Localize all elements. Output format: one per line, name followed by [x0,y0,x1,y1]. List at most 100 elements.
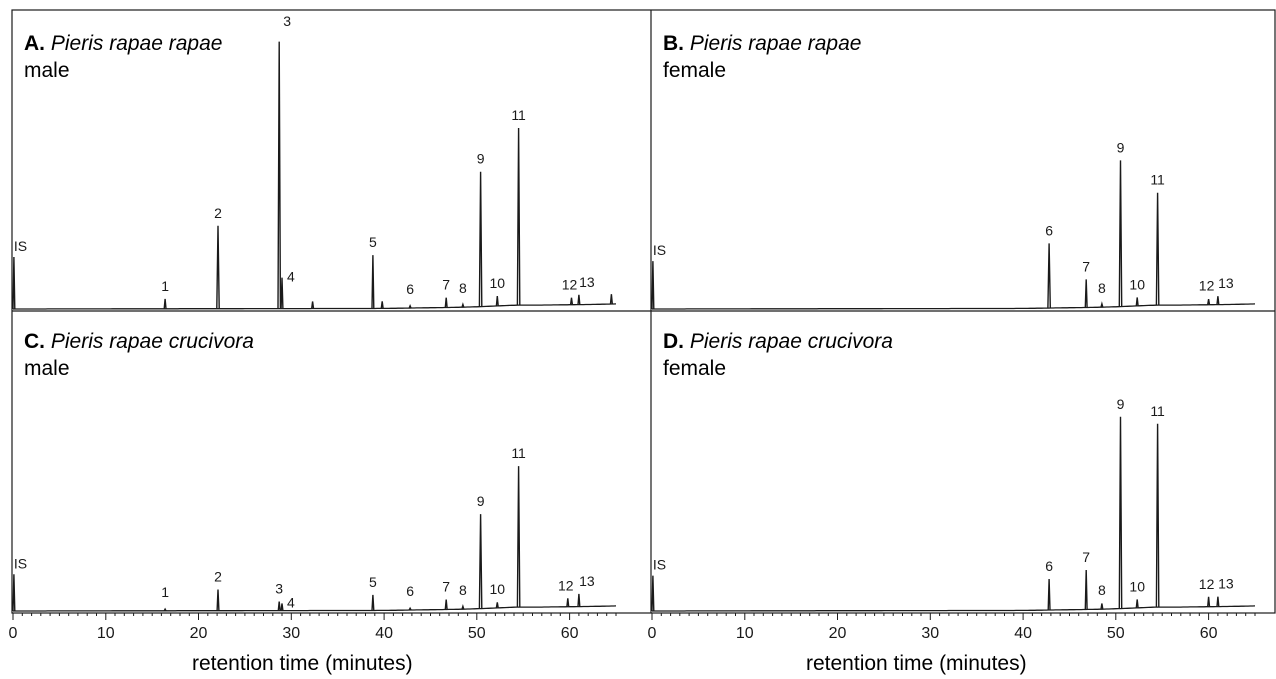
x-tick-label: 0 [648,625,657,642]
panel-c-sex: male [24,357,70,380]
x-axis-layer: 0 10 20 30 40 50 60 0 10 20 30 40 50 60 [9,613,1256,642]
svg-text:B. Pieris rapae rapae: B. Pieris rapae rapae [663,32,861,55]
panel-d-peak [1047,578,1051,611]
panel-b-peak-label: 13 [1218,275,1234,291]
panel-a-peak-label: 9 [477,151,485,167]
panel-b-peak-label: 7 [1082,258,1090,274]
panel-a-peak-label: 12 [562,277,578,293]
panel-c-peak [371,594,375,611]
panel-d-peak [1207,596,1211,607]
panel-c-peak [566,598,570,607]
panel-c-peak [12,574,16,612]
panel-a-peak-label: 11 [511,107,526,123]
panel-d-peak-label: 13 [1218,576,1234,592]
panel-b-title: B. Pieris rapae rapae female [663,32,861,82]
x-tick-label: 60 [561,625,579,642]
svg-text:D. Pieris rapae crucivora: D. Pieris rapae crucivora [663,330,893,353]
panel-a-peak [609,294,613,305]
panel-a-peak-label: 4 [287,269,295,285]
x-tick-label: 10 [736,625,754,642]
panel-a-peak-label: 3 [283,13,291,29]
panel-a-peak [380,301,384,309]
x-tick-label: 40 [375,625,393,642]
x-axis-title-left: retention time (minutes) [192,652,413,675]
panel-a-peak [163,298,167,309]
panel-b-peak [1084,279,1088,308]
panel-b-species: Pieris rapae rapae [690,32,862,55]
panel-d-peak-label: 11 [1150,403,1165,419]
panel-c-peak-label: 7 [442,579,450,595]
panel-b-peak-label: IS [653,242,666,258]
panel-a-title: A. Pieris rapae rapae male [24,32,222,82]
panel-a-peak-label: 6 [406,281,414,297]
x-tick-label: 20 [829,625,847,642]
x-tick-label: 60 [1200,625,1218,642]
panel-c-peak [444,599,448,610]
panel-d-baseline [652,605,1256,612]
panel-a-peak [371,255,375,309]
svg-text:A. Pieris rapae rapae: A. Pieris rapae rapae [24,32,222,55]
panel-c-peak-label: 8 [459,582,467,598]
panel-d-peak-label: 6 [1045,558,1053,574]
x-axis-title-right: retention time (minutes) [806,652,1027,675]
panel-a-baseline [13,303,617,310]
panel-a-peak [495,296,499,306]
panel-d-letter: D. [663,330,684,353]
panel-a-peak-label: 5 [369,234,377,250]
panel-b-peak [1047,243,1051,309]
panel-c-title: C. Pieris rapae crucivora male [24,330,254,380]
panel-b-peak [651,261,655,310]
panel-c-peak-label: 10 [490,581,506,597]
panel-d-peak-label: 12 [1199,576,1215,592]
panel-d-peak [1118,416,1123,609]
panel-d-peak [1216,596,1220,607]
panel-d-peak [1135,599,1139,608]
panel-c-peak [163,607,167,612]
panel-b-peak [1207,298,1211,305]
panel-a-peak [516,127,521,306]
panel-c-peak [577,593,581,607]
panel-b-letter: B. [663,32,684,55]
panel-a-peak [569,297,574,305]
panel-a-peak-label: IS [14,238,27,254]
panel-a-peak-label: 2 [214,205,222,221]
panel-c-peak-label: 9 [477,493,485,509]
panel-d-peak-label: 9 [1117,396,1125,412]
panel-c-peak-label: 5 [369,574,377,590]
panel-a-peak [461,302,465,308]
panel-d-sex: female [663,357,726,380]
panel-a-peak [277,41,282,309]
panel-c-peak-label: 4 [287,595,295,611]
panel-c-baseline [13,605,617,612]
panel-c-species: Pieris rapae crucivora [51,330,254,353]
panel-c-peak-label: 12 [558,577,574,593]
panel-d-peak-label: 8 [1098,582,1106,598]
panel-a-peak [280,277,284,309]
panel-a-peak [311,301,315,309]
panel-c-peak [408,606,412,611]
panel-b-peak [1155,192,1160,306]
panel-d-peak [1084,569,1088,610]
panel-d-title: D. Pieris rapae crucivora female [663,330,893,380]
panel-b-peak [1100,301,1104,308]
x-tick-label: 20 [190,625,208,642]
panel-b-peak-label: 9 [1117,139,1125,155]
panel-b-peak-label: 12 [1199,278,1215,294]
panel-a-peak [216,225,220,309]
panel-c-peak-label: IS [14,555,27,571]
panel-a-peak [444,297,448,308]
x-tick-label: 50 [1107,625,1125,642]
panel-c-peak-label: 11 [511,445,526,461]
panel-a-peak-label: 7 [442,277,450,293]
panel-a-species: Pieris rapae rapae [51,32,223,55]
panel-a-peak-label: 8 [459,280,467,296]
panel-a-peak-label: 1 [161,278,169,294]
panel-a-peak-label: 10 [490,275,506,291]
x-tick-label: 10 [97,625,115,642]
panel-d-peak-label: 10 [1129,578,1145,594]
panel-c-peak [516,466,521,608]
svg-text:C. Pieris rapae crucivora: C. Pieris rapae crucivora [24,330,254,353]
x-tick-label: 50 [468,625,486,642]
